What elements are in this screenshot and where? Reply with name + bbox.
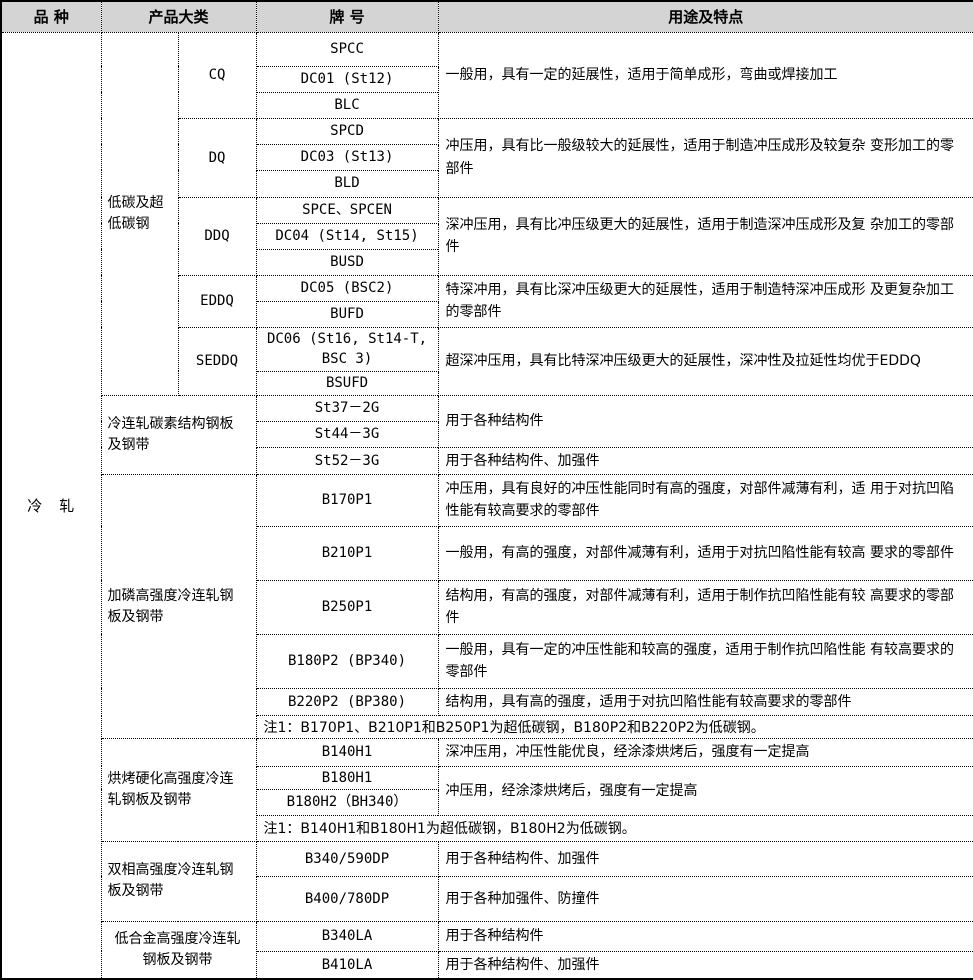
table-row: BUSD xyxy=(1,248,973,276)
table-row: EDDQ DC05 (BSC2) 特深冲用，具有比深冲压级更大的延展性，适用于制… xyxy=(1,274,973,328)
category-cell: 烘烤硬化高强度冷连 轧钢板及钢带 xyxy=(100,738,257,842)
table-row: DQ SPCD 冲压用，具有比一般级较大的延展性，适用于制造冲压成形及较复杂 变… xyxy=(1,117,973,198)
header-usage: 用途及特点 xyxy=(437,0,973,33)
usage-cell: 深冲压用，具有比冲压级更大的延展性，适用于制造深冲压成形及复 杂加工的零部件 xyxy=(437,196,973,276)
grade-cell: DC05 (BSC2) xyxy=(255,274,439,302)
table-row: SEDDQ DC06 (St16, St14-T, BSC 3) 超深冲压用，具… xyxy=(1,326,973,396)
grade-cell: BLC xyxy=(255,91,439,119)
table-row: 冷连轧碳素结构钢板 及钢带 St37－2G 用于各种结构件 xyxy=(1,394,973,475)
usage-cell: 冲压用，具有比一般级较大的延展性，适用于制造冲压成形及较复杂 变形加工的零部件 xyxy=(437,117,973,198)
grade-cell: B180P2 (BP340) xyxy=(255,633,439,689)
grade-cell: B340LA xyxy=(255,920,439,952)
table-row: BLD xyxy=(1,169,973,198)
usage-cell: 特深冲用，具有比深冲压级更大的延展性，适用于制造特深冲压成形 及更复杂加工的零部… xyxy=(437,274,973,328)
usage-cell: 用于各种结构件 xyxy=(437,394,973,448)
table-row: B180P2 (BP340) 一般用，具有一定的冲压性能和较高的强度，适用于制作… xyxy=(1,633,973,689)
grade-cell: B180H2（BH340） xyxy=(255,788,439,816)
table-row: St44－3G xyxy=(1,420,973,448)
grade-cell: St52－3G xyxy=(255,446,439,475)
usage-cell: 一般用，有高的强度，对部件减薄有利，适用于对抗凹陷性能有较高 要求的零部件 xyxy=(437,525,973,581)
grade-cell: SPCC xyxy=(255,31,439,67)
table-row: 注1：B140H1和B180H1为超低碳钢，B180H2为低碳钢。 xyxy=(1,814,973,842)
subcategory-cell: EDDQ xyxy=(177,274,257,328)
table-row: DC01 (St12) xyxy=(1,65,973,93)
header-category: 产品大类 xyxy=(100,0,257,33)
usage-cell: 用于各种结构件 xyxy=(437,920,973,952)
usage-cell: 用于各种结构件、加强件 xyxy=(437,446,973,475)
category-cell: 低合金高强度冷连轧 钢板及钢带 xyxy=(100,920,257,980)
grade-cell: DC06 (St16, St14-T, BSC 3) xyxy=(255,326,439,372)
grade-cell: B250P1 xyxy=(255,579,439,635)
grade-cell: SPCE、SPCEN xyxy=(255,196,439,224)
usage-cell: 一般用，具有一定的冲压性能和较高的强度，适用于制作抗凹陷性能 有较高要求的零部件 xyxy=(437,633,973,689)
grade-cell: B170P1 xyxy=(255,473,439,527)
grade-cell: B410LA xyxy=(255,950,439,980)
category-cell: 加磷高强度冷连轧钢 板及钢带 xyxy=(100,473,257,740)
grade-cell: BUFD xyxy=(255,300,439,328)
table-row: 低合金高强度冷连轧 钢板及钢带 B340LA 用于各种结构件 xyxy=(1,920,973,980)
table-row: B220P2 (BP380) 结构用，具有高的强度，适用于对抗凹陷性能有较高要求… xyxy=(1,687,973,717)
grade-cell: BLD xyxy=(255,169,439,198)
usage-cell: 用于各种加强件、防撞件 xyxy=(437,875,973,922)
table-row: B210P1 一般用，有高的强度，对部件减薄有利，适用于对抗凹陷性能有较高 要求… xyxy=(1,525,973,581)
table-row: 烘烤硬化高强度冷连 轧钢板及钢带 B140H1 深冲压用，冲压性能优良，经涂漆烘… xyxy=(1,738,973,842)
grade-cell: DC04 (St14, St15) xyxy=(255,222,439,250)
grade-cell: St44－3G xyxy=(255,420,439,448)
category-cell: 冷连轧碳素结构钢板 及钢带 xyxy=(100,394,257,475)
grade-cell: BSUFD xyxy=(255,370,439,396)
table-row: 冷 轧 低碳及超 低碳钢 CQ SPCC 一般用，具有一定的延展性，适用于简单成… xyxy=(0,31,973,980)
subcategory-cell: DQ xyxy=(177,117,257,198)
usage-cell: 用于各种结构件、加强件 xyxy=(437,950,973,980)
table-row: 双相高强度冷连轧钢 板及钢带 B340/590DP 用于各种结构件、加强件 xyxy=(1,840,973,922)
table-row: St52－3G 用于各种结构件、加强件 xyxy=(1,446,973,475)
table-row: 注1：B170P1、B210P1和B250P1为超低碳钢，B180P2和B220… xyxy=(1,715,973,740)
header-grade: 牌 号 xyxy=(255,0,439,33)
table-row: DDQ SPCE、SPCEN 深冲压用，具有比冲压级更大的延展性，适用于制造深冲… xyxy=(1,196,973,276)
table-row: 加磷高强度冷连轧钢 板及钢带 B170P1 冲压用，具有良好的冲压性能同时有高的… xyxy=(1,473,973,740)
table-row: BLC xyxy=(1,91,973,119)
usage-cell: 用于各种结构件、加强件 xyxy=(437,840,973,877)
subcategory-cell: CQ xyxy=(177,31,257,119)
usage-cell: 冲压用，经涂漆烘烤后，强度有一定提高 xyxy=(437,765,973,816)
grade-cell: B180H1 xyxy=(255,765,439,790)
usage-cell: 结构用，有高的强度，对部件减薄有利，适用于制作抗凹陷性能有较 高要求的零部件 xyxy=(437,579,973,635)
subcategory-cell: DDQ xyxy=(177,196,257,276)
grade-cell: St37－2G xyxy=(255,394,439,422)
grade-cell: B220P2 (BP380) xyxy=(255,687,439,717)
table-row: B400/780DP 用于各种加强件、防撞件 xyxy=(1,875,973,922)
grade-cell: BUSD xyxy=(255,248,439,276)
usage-cell: 超深冲压用，具有比特深冲压级更大的延展性，深冲性及拉延性均优于EDDQ xyxy=(437,326,973,396)
note-cell: 注1：B140H1和B180H1为超低碳钢，B180H2为低碳钢。 xyxy=(255,814,973,842)
category-cell: 双相高强度冷连轧钢 板及钢带 xyxy=(100,840,257,922)
header-variety: 品 种 xyxy=(0,0,102,33)
category-cell: 低碳及超 低碳钢 xyxy=(100,31,179,396)
table-row: B180H1 冲压用，经涂漆烘烤后，强度有一定提高 xyxy=(1,765,973,816)
table-row: B180H2（BH340） xyxy=(1,788,973,816)
note-cell: 注1：B170P1、B210P1和B250P1为超低碳钢，B180P2和B220… xyxy=(255,715,973,740)
grade-cell: B400/780DP xyxy=(255,875,439,922)
table-row: DC03 (St13) xyxy=(1,143,973,171)
usage-cell: 结构用，具有高的强度，适用于对抗凹陷性能有较高要求的零部件 xyxy=(437,687,973,717)
table-row: BSUFD xyxy=(1,370,973,396)
usage-cell: 深冲压用，冲压性能优良，经涂漆烘烤后，强度有一定提高 xyxy=(437,738,973,767)
grade-cell: B210P1 xyxy=(255,525,439,581)
grade-cell: DC03 (St13) xyxy=(255,143,439,171)
table-row: DC04 (St14, St15) xyxy=(1,222,973,250)
grade-cell: B340/590DP xyxy=(255,840,439,877)
grade-cell: B140H1 xyxy=(255,738,439,767)
variety-cell: 冷 轧 xyxy=(0,31,102,980)
usage-cell: 冲压用，具有良好的冲压性能同时有高的强度，对部件减薄有利，适 用于对抗凹陷性能有… xyxy=(437,473,973,527)
usage-cell: 一般用，具有一定的延展性，适用于简单成形，弯曲或焊接加工 xyxy=(437,31,973,119)
grade-cell: DC01 (St12) xyxy=(255,65,439,93)
table-row: B250P1 结构用，有高的强度，对部件减薄有利，适用于制作抗凹陷性能有较 高要… xyxy=(1,579,973,635)
header-row: 品 种 产品大类 牌 号 用途及特点 xyxy=(0,0,973,33)
grade-cell: SPCD xyxy=(255,117,439,145)
subcategory-cell: SEDDQ xyxy=(177,326,257,396)
